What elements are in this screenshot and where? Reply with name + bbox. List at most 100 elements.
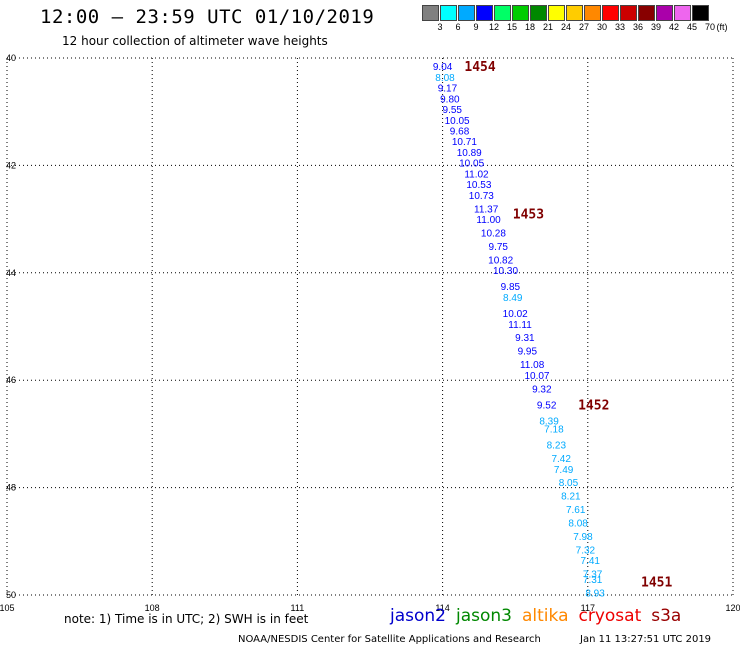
- wave-height-label: 8.39: [539, 416, 559, 427]
- wave-height-label: 7.42: [551, 454, 571, 465]
- wave-height-label: 8.05: [559, 478, 579, 489]
- wave-height-label: 9.85: [501, 282, 521, 293]
- legend-swatch: [548, 5, 565, 21]
- legend-swatch: [674, 5, 691, 21]
- footer-note: note: 1) Time is in UTC; 2) SWH is in fe…: [64, 612, 309, 626]
- legend-swatch: [638, 5, 655, 21]
- legend-label: 3: [437, 22, 443, 32]
- lon-tick-label: 105: [0, 603, 15, 613]
- legend-swatch: [422, 5, 439, 21]
- wave-height-label: 11.00: [476, 215, 501, 226]
- wave-height-label: 8.08: [435, 73, 455, 84]
- legend-label: 39: [650, 22, 661, 32]
- legend-label: 24: [560, 22, 571, 32]
- lat-tick-label: 40: [6, 53, 16, 63]
- wave-height-label: 8.21: [561, 492, 581, 503]
- wave-height-label: 7.18: [544, 425, 564, 436]
- satellite-jason2: jason2: [390, 606, 446, 626]
- wave-height-label: 9.31: [515, 333, 535, 344]
- wave-height-label: 7.49: [554, 465, 574, 476]
- lon-tick-label: 108: [145, 603, 160, 613]
- wave-height-label: 7.98: [573, 532, 593, 543]
- wave-height-label: 9.75: [489, 242, 509, 253]
- map-title: 12:00 – 23:59 UTC 01/10/2019: [40, 6, 375, 28]
- wave-height-label: 11.02: [464, 169, 489, 180]
- wave-height-label: 9.32: [532, 384, 552, 395]
- wave-height-label: 8.23: [547, 441, 567, 452]
- wave-height-label: 9.55: [443, 105, 463, 116]
- wave-height-label: 9.52: [537, 400, 557, 411]
- legend-swatch: [476, 5, 493, 21]
- wave-height-label: 10.05: [459, 159, 484, 170]
- legend-swatch: [566, 5, 583, 21]
- pass-number-label: 1453: [513, 208, 544, 223]
- satellite-jason3: jason3: [456, 606, 512, 626]
- legend-unit: (ft): [716, 22, 728, 32]
- wave-height-label: 7.41: [580, 556, 600, 567]
- legend-label: 42: [668, 22, 679, 32]
- lon-tick-label: 111: [291, 603, 305, 613]
- legend-label: 15: [506, 22, 517, 32]
- wave-height-label: 7.61: [566, 505, 586, 516]
- legend-label: 33: [614, 22, 625, 32]
- wave-height-label: 10.28: [481, 229, 506, 240]
- wave-height-label: 9.17: [438, 84, 458, 95]
- legend-label: 18: [524, 22, 535, 32]
- legend-swatch: [584, 5, 601, 21]
- legend-label: 6: [455, 22, 461, 32]
- legend-label: 27: [578, 22, 589, 32]
- legend-swatch: [602, 5, 619, 21]
- wave-height-label: 9.04: [433, 62, 453, 73]
- wave-height-label: 10.71: [452, 137, 477, 148]
- wave-height-label: 9.80: [440, 94, 460, 105]
- satellite-s3a: s3a: [651, 606, 682, 626]
- wave-height-label: 7.32: [576, 545, 596, 556]
- wave-height-label: 10.02: [503, 309, 528, 320]
- legend-swatch: [620, 5, 637, 21]
- wave-height-label: 9.95: [518, 347, 538, 358]
- legend-swatch: [692, 5, 709, 21]
- lon-tick-label: 120: [725, 603, 740, 613]
- legend-swatch: [440, 5, 457, 21]
- pass-number-label: 1452: [578, 398, 609, 413]
- wave-height-label: 8.93: [585, 588, 605, 599]
- satellite-altika: altika: [522, 606, 569, 626]
- legend-label: 12: [488, 22, 499, 32]
- wave-height-label: 7.37: [583, 570, 603, 581]
- wave-height-label: 10.05: [445, 116, 470, 127]
- wave-height-label: 8.08: [568, 519, 588, 530]
- footer-timestamp: Jan 11 13:27:51 UTC 2019: [580, 634, 712, 645]
- pass-number-label: 1451: [641, 576, 672, 591]
- lon-tick-label: 117: [581, 603, 595, 613]
- wave-height-label: 10.30: [493, 266, 518, 277]
- legend-label: 9: [473, 22, 479, 32]
- lat-tick-label: 44: [6, 268, 16, 278]
- wave-height-label: 11.37: [474, 204, 499, 215]
- pass-number-label: 1454: [464, 60, 495, 75]
- legend-swatch: [458, 5, 475, 21]
- footer-credit: NOAA/NESDIS Center for Satellite Applica…: [238, 634, 541, 645]
- wave-height-label: 10.89: [457, 148, 482, 159]
- lat-tick-label: 48: [6, 483, 16, 493]
- legend-label: 36: [632, 22, 643, 32]
- legend-swatch: [494, 5, 511, 21]
- wave-height-label: 8.49: [503, 293, 523, 304]
- legend-swatch: [530, 5, 547, 21]
- color-legend: 3 6 9 12 15 18 21 24 27 30 33 36 39 42 45 70 (ft): [422, 5, 728, 37]
- wave-height-label: 11.11: [508, 320, 532, 331]
- satellite-cryosat: cryosat: [578, 606, 642, 626]
- wave-height-label: 11.08: [520, 360, 545, 371]
- legend-label: 70: [704, 22, 715, 32]
- lat-tick-label: 42: [6, 160, 16, 170]
- legend-label: 30: [596, 22, 607, 32]
- wave-height-label: 10.73: [469, 191, 494, 202]
- wave-height-label: 10.53: [466, 180, 491, 191]
- satellite-legend: jason2 jason3 altika cryosat s3a: [390, 606, 691, 626]
- map-subtitle: 12 hour collection of altimeter wave hei…: [62, 34, 328, 48]
- legend-label: 21: [542, 22, 553, 32]
- wave-height-label: 9.68: [450, 126, 470, 137]
- lon-tick-label: 114: [435, 603, 449, 613]
- legend-swatch: [656, 5, 673, 21]
